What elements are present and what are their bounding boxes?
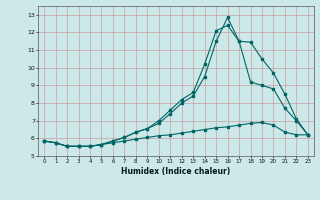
- X-axis label: Humidex (Indice chaleur): Humidex (Indice chaleur): [121, 167, 231, 176]
